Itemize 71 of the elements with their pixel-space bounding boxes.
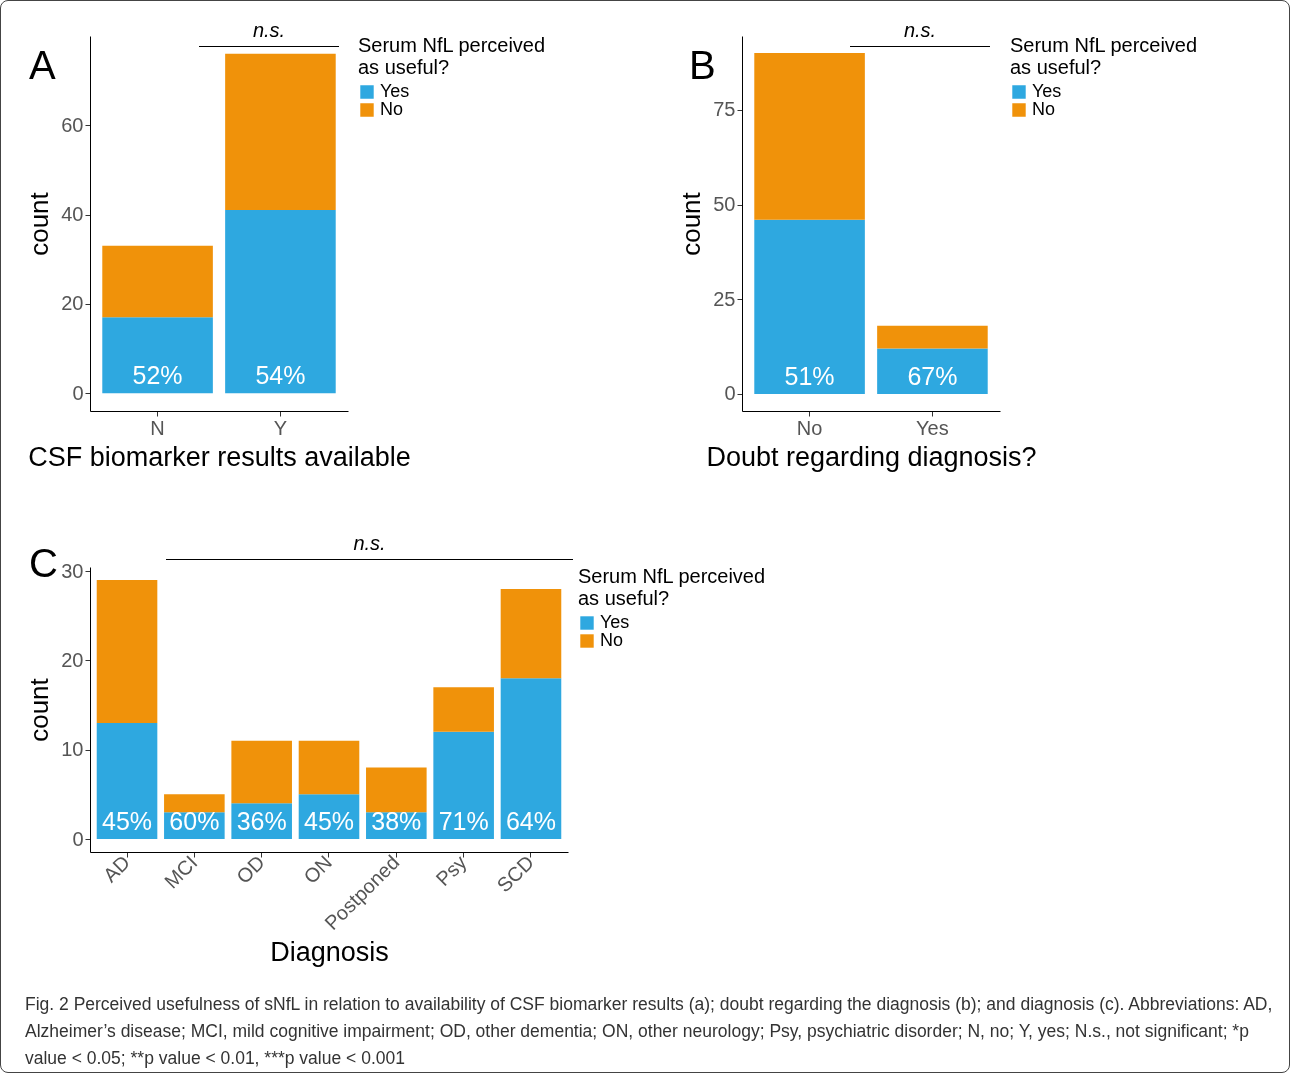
bar — [754, 53, 865, 220]
y-tick-label: 20 — [61, 292, 84, 315]
bar — [433, 731, 494, 840]
legend-label: Yes — [1032, 81, 1062, 101]
y-axis-title: count — [676, 191, 707, 256]
bar — [225, 210, 336, 394]
x-tick-label: OD — [231, 851, 269, 888]
y-tick-label: 60 — [61, 113, 84, 136]
annotation: 36% — [236, 807, 287, 836]
annotation: 45% — [102, 807, 153, 836]
x-tick-label: MCI — [159, 851, 202, 893]
y-tick-label: 75 — [713, 98, 736, 121]
annotation: n.s. — [251, 19, 287, 42]
y-axis-title: count — [24, 191, 55, 256]
bar — [102, 245, 213, 318]
bar — [225, 53, 336, 211]
annotation: 45% — [303, 807, 355, 836]
legend-label: No — [380, 99, 404, 119]
x-axis-title: CSF biomarker results available — [28, 441, 411, 472]
x-tick-label: AD — [98, 851, 135, 887]
annotation: n.s. — [902, 19, 938, 42]
legend-title: Serum NfL perceived as useful? — [578, 565, 766, 609]
y-tick-label: 40 — [61, 203, 84, 226]
bar — [164, 794, 225, 813]
annotation: 64% — [505, 807, 556, 836]
y-tick-label: 30 — [61, 559, 84, 582]
annotation: 67% — [907, 361, 958, 390]
legend-label: Yes — [600, 612, 630, 632]
legend-label: No — [1032, 99, 1056, 119]
chart-title: A — [29, 43, 56, 88]
x-tick-label: N — [150, 416, 165, 439]
caption: Fig. 2 Perceived usefulness of sNfL in relation to availability of CSF biomarker results (a); doubt regarding the diagnosis (b); and diagnosis (c). Abbreviations: AD, Alzheimer’s disease; MCI, mild cognitive impairment; OD, other dementia; ON, other neurology; Psy, psychiatric disorder; N, no; Y, yes; N.s., not significant; *p value < 0.05; **p value < 0.01, ***p value < 0.001 — [25, 993, 1274, 1071]
y-tick-label: 50 — [713, 193, 736, 216]
bar — [433, 687, 494, 732]
annotation: 52% — [132, 361, 183, 390]
annotation: 60% — [169, 807, 220, 836]
y-tick-label: 10 — [61, 738, 84, 761]
y-tick-label: 0 — [724, 382, 736, 405]
bar — [366, 767, 427, 813]
bar — [500, 588, 562, 679]
legend-label: Yes — [380, 81, 410, 101]
x-tick-label: Y — [273, 416, 288, 439]
x-axis-title: Diagnosis — [270, 937, 389, 968]
x-tick-label: Yes — [916, 416, 949, 439]
bar — [102, 317, 213, 394]
bar — [877, 348, 988, 394]
y-tick-label: 0 — [72, 827, 84, 850]
y-axis-title: count — [24, 677, 55, 742]
legend-title: Serum NfL perceived as useful? — [358, 34, 546, 78]
bar — [231, 740, 292, 804]
bar — [298, 740, 360, 795]
text: n.s. — [352, 532, 387, 555]
y-tick-label: 25 — [713, 287, 736, 310]
bar — [877, 325, 988, 349]
y-tick-label: 0 — [72, 381, 84, 404]
bar — [96, 579, 158, 723]
bar — [500, 678, 562, 840]
annotation: 51% — [784, 361, 835, 390]
bar — [96, 722, 158, 840]
annotation: 71% — [438, 807, 489, 836]
chart-title: B — [689, 43, 716, 88]
x-tick-label: Psy — [431, 851, 471, 891]
chart-title: C — [29, 541, 58, 586]
x-tick-label: No — [796, 416, 823, 439]
x-axis-title: Doubt regarding diagnosis? — [706, 441, 1037, 472]
bar — [754, 219, 865, 394]
annotation: 38% — [371, 807, 422, 836]
legend-label: No — [600, 630, 624, 650]
y-tick-label: 20 — [61, 648, 84, 671]
legend-title: Serum NfL perceived as useful? — [1010, 34, 1198, 78]
annotation: 54% — [255, 361, 306, 390]
